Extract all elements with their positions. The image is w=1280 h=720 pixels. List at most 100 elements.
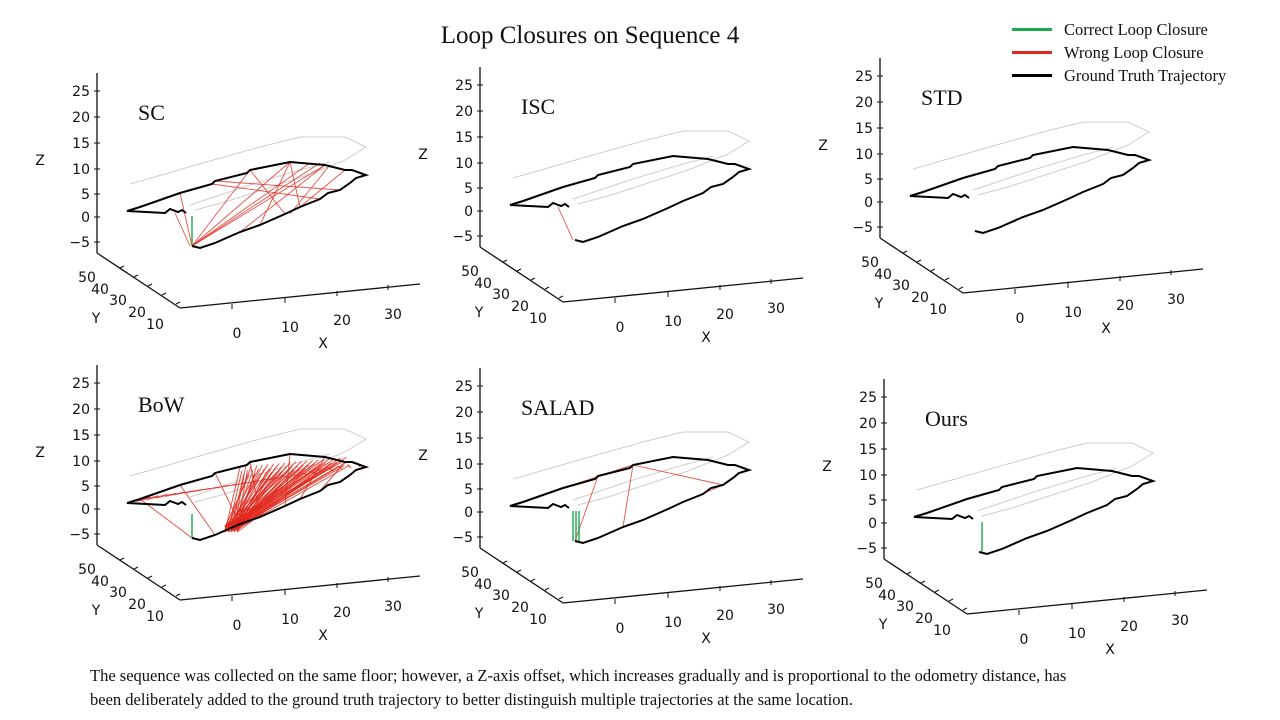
z-axis-label: Z [818, 138, 828, 154]
y-axis-label: Y [91, 311, 101, 327]
x-axis-label: X [1105, 642, 1115, 658]
x-axis-label: X [318, 628, 328, 644]
z-tick-label: 10 [855, 147, 873, 163]
x-axis [179, 575, 421, 601]
z-tick-label: −5 [852, 220, 873, 236]
legend-ground-truth: Ground Truth Trajectory [1012, 64, 1226, 87]
z-tick-label: −5 [452, 229, 473, 245]
x-tick-label: 0 [1020, 632, 1029, 648]
wrong-loop-closure [289, 161, 301, 208]
caption-line: been deliberately added to the ground tr… [90, 690, 853, 709]
z-tick-label: 25 [455, 78, 473, 94]
z-tick-label: −5 [69, 527, 90, 543]
z-tick-label: 5 [868, 493, 877, 509]
y-tick-label: 10 [529, 612, 547, 628]
z-tick-label: 5 [864, 172, 873, 188]
wrong-loop-closure [191, 161, 291, 247]
wrong-loop-closure [251, 480, 264, 482]
x-axis-label: X [701, 631, 711, 647]
wrong-loop-closure [232, 482, 247, 486]
y-tick [558, 295, 564, 299]
wrong-loop-closure [622, 464, 634, 528]
upper-trajectory [512, 130, 751, 205]
y-tick [544, 587, 550, 591]
z-tick-label: 10 [72, 162, 90, 178]
z-tick-label: 10 [455, 457, 473, 473]
wrong-loop-closure [179, 192, 193, 247]
wrong-loop-closure [179, 484, 216, 536]
wrong-loop-closure [328, 467, 334, 472]
y-tick-label: 50 [461, 264, 479, 280]
z-tick-label: 5 [81, 187, 90, 203]
y-tick [948, 598, 954, 602]
y-tick-label: 50 [861, 255, 879, 271]
y-axis-label: Y [874, 296, 884, 312]
x-axis [179, 283, 421, 309]
wrong-loop-closure [308, 470, 317, 474]
x-tick-label: 0 [616, 320, 625, 336]
x-tick-label: 30 [767, 602, 785, 618]
x-tick-label: 30 [384, 307, 402, 323]
x-tick-label: 20 [333, 605, 351, 621]
z-tick-label: 0 [464, 505, 473, 521]
wrong-loop-closure [239, 164, 326, 233]
wrong-loop-closure [249, 461, 261, 518]
wrong-loop-closure [280, 475, 291, 478]
ground-truth-trajectory [126, 452, 370, 542]
y-tick-label: 30 [109, 293, 127, 309]
z-axis-label: Z [822, 459, 832, 475]
y-tick [902, 250, 908, 254]
z-axis-label: Z [35, 153, 45, 169]
z-tick-label: 0 [81, 502, 90, 518]
panel-title: STD [921, 85, 963, 110]
wrong-loop-closure [632, 464, 724, 486]
y-tick-label: 10 [146, 609, 164, 625]
wrong-loop-closure [347, 464, 352, 469]
y-tick-label: 10 [933, 623, 951, 639]
y-tick [934, 589, 940, 593]
wrong-loop-closure [289, 164, 331, 215]
wrong-loop-closure [337, 465, 343, 470]
z-tick-label: 0 [864, 195, 873, 211]
y-tick [133, 274, 139, 278]
z-axis-label: Z [35, 445, 45, 461]
x-tick-label: 0 [233, 618, 242, 634]
ground-truth-trajectory [909, 145, 1153, 235]
wrong-loop-closure [236, 457, 341, 528]
y-tick [958, 286, 964, 290]
z-tick-label: 10 [72, 454, 90, 470]
y-tick [119, 265, 125, 269]
y-tick-label: 10 [146, 317, 164, 333]
x-tick-label: 10 [1068, 626, 1086, 642]
y-tick [161, 292, 167, 296]
y-tick-label: 50 [78, 270, 96, 286]
y-tick-label: 40 [874, 267, 892, 283]
y-axis-label: Y [878, 617, 888, 633]
z-tick-label: 15 [72, 428, 90, 444]
z-tick-label: 10 [859, 468, 877, 484]
y-tick-label: 20 [911, 290, 929, 306]
z-tick-label: 20 [72, 110, 90, 126]
y-tick-label: 30 [109, 585, 127, 601]
y-tick [161, 584, 167, 588]
wrong-loop-closure [259, 161, 291, 226]
x-tick-label: 30 [1167, 292, 1185, 308]
wrong-loop-closure [155, 492, 177, 499]
y-tick [133, 566, 139, 570]
x-tick-label: 10 [281, 612, 299, 628]
panel-title: SALAD [521, 395, 594, 420]
wrong-loop-closure [136, 495, 159, 502]
z-tick-label: 20 [859, 416, 877, 432]
x-axis [562, 277, 804, 303]
y-axis [96, 544, 181, 601]
wrong-loop-closure [191, 162, 311, 247]
wrong-loop-closure [211, 183, 321, 200]
wrong-loop-closure [224, 464, 269, 532]
wrong-loop-closure [230, 456, 347, 532]
panel-title: ISC [521, 94, 555, 119]
y-tick [516, 268, 522, 272]
